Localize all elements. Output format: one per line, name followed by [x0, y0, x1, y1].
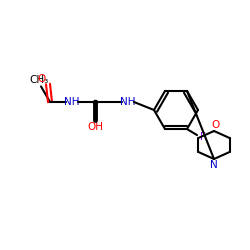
Text: O: O [38, 74, 46, 84]
Text: F: F [200, 132, 206, 142]
Text: NH: NH [120, 97, 136, 107]
Text: NH: NH [64, 97, 80, 107]
Text: N: N [210, 160, 218, 170]
Text: CH₃: CH₃ [30, 76, 48, 86]
Text: OH: OH [87, 122, 103, 132]
Text: O: O [212, 120, 220, 130]
